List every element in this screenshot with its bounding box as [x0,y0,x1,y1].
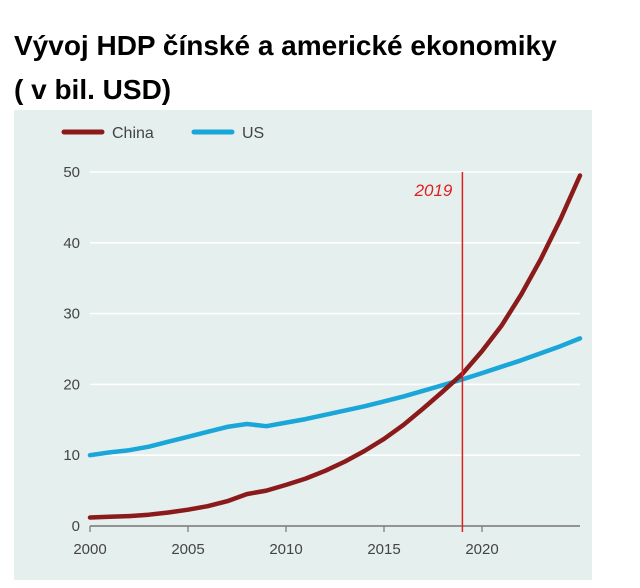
legend-label-china: China [112,125,154,142]
legend-label-us: US [242,125,264,142]
x-tick-label-2020: 2020 [465,541,498,558]
gridlines [90,171,580,457]
y-tick-label-30: 30 [63,306,80,323]
annotations: 2019 [414,172,464,532]
series-line-china [87,173,583,520]
x-tick-label-2005: 2005 [171,541,204,558]
chart-background [14,110,592,580]
y-tick-label-10: 10 [63,447,80,464]
y-tick-label-20: 20 [63,376,80,393]
series [87,173,583,520]
chart-title-unit: ( v bil. USD) [14,74,172,105]
chart-area: 0 10 20 30 40 50 2000 2005 2010 2015 2020 2019 Chi… [14,110,592,580]
axes: 0 10 20 30 40 50 2000 2005 2010 2015 2020 [63,164,580,558]
x-tick-label-2015: 2015 [367,541,400,558]
x-tick-label-2000: 2000 [73,541,106,558]
y-tick-label-40: 40 [63,235,80,252]
legend: China US [61,125,264,142]
series-line-us [87,336,583,458]
y-tick-label-50: 50 [63,164,80,181]
chart-title: Vývoj HDP čínské a americké ekonomiky [14,30,557,61]
y-tick-label-0: 0 [72,518,80,535]
x-tick-label-2010: 2010 [269,541,302,558]
marker-label-2019: 2019 [414,181,453,200]
line-chart: 0 10 20 30 40 50 2000 2005 2010 2015 2020 2019 Chi… [14,110,592,580]
